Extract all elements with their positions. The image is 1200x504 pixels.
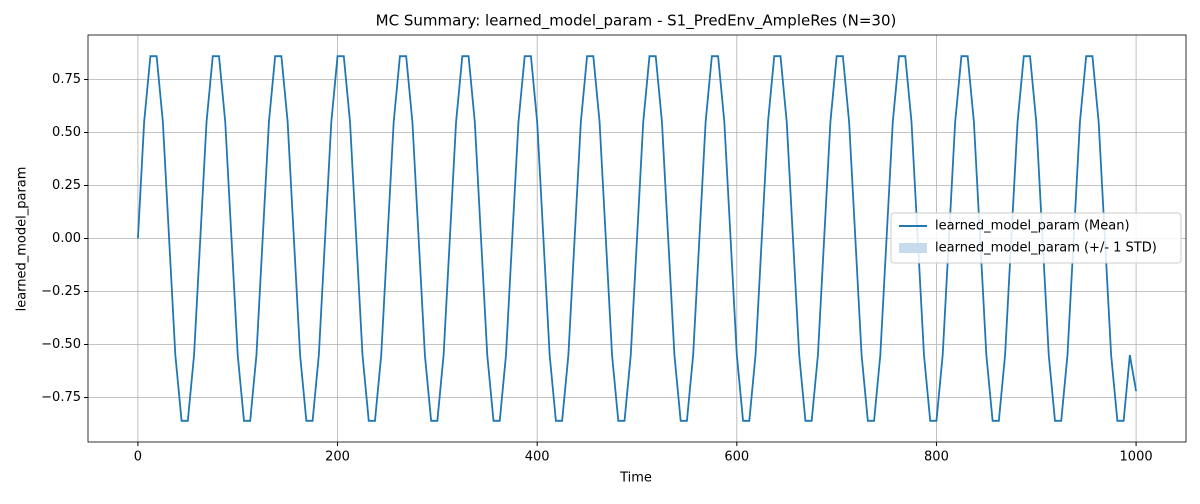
y-axis-label: learned_model_param — [15, 167, 30, 312]
line-series — [137, 55, 1137, 422]
y-tick-label: 0.50 — [52, 125, 81, 140]
x-tick-label: 400 — [525, 450, 550, 465]
x-tick-label: 200 — [325, 450, 350, 465]
y-tick-label: −0.75 — [41, 390, 81, 405]
x-tick-label: 800 — [924, 450, 949, 465]
y-tick-label: −0.50 — [41, 337, 81, 352]
x-tick-label: 0 — [134, 450, 142, 465]
x-tick-label: 600 — [724, 450, 749, 465]
plot-frame — [87, 34, 1187, 443]
x-tick-label: 1000 — [1120, 450, 1153, 465]
legend-label: learned_model_param (+/- 1 STD) — [935, 241, 1157, 256]
chart-title: MC Summary: learned_model_param - S1_Pre… — [376, 12, 897, 31]
legend-box — [890, 212, 1182, 264]
legend-swatch — [899, 243, 927, 253]
x-axis-label: Time — [619, 471, 652, 486]
y-tick-label: −0.25 — [41, 284, 81, 299]
y-tick-label: 0.25 — [52, 178, 81, 193]
y-tick-label: 0.00 — [52, 231, 81, 246]
legend-label: learned_model_param (Mean) — [935, 219, 1130, 234]
y-tick-label: 0.75 — [52, 72, 81, 87]
